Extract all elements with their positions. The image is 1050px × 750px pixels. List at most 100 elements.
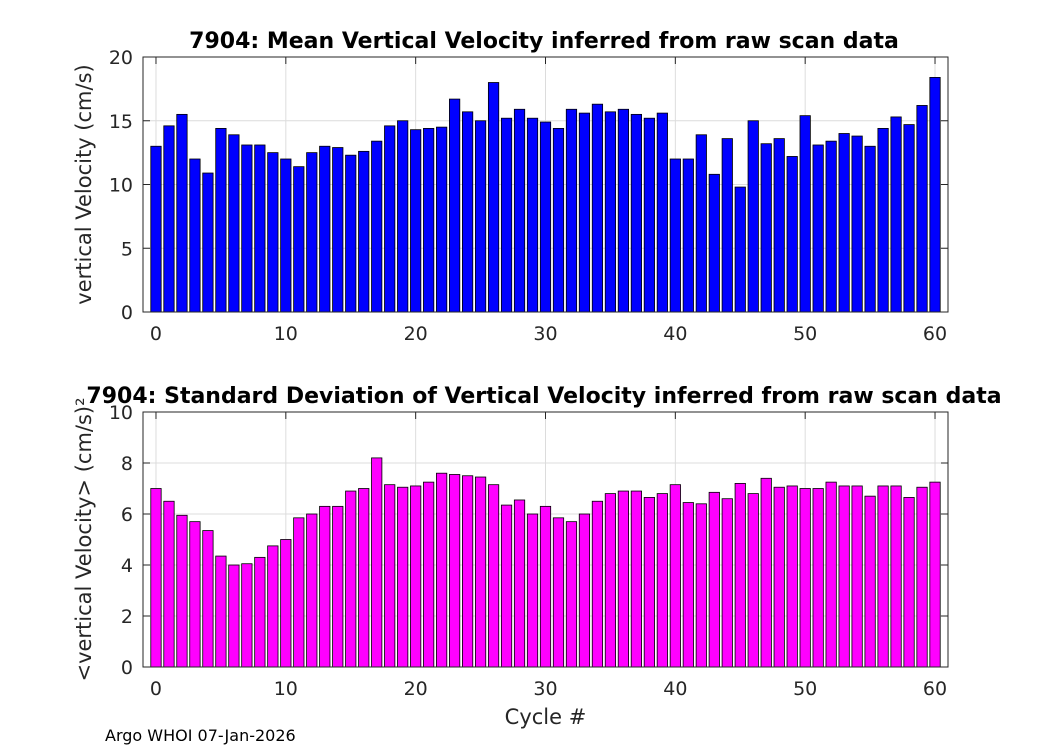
bar [487, 82, 500, 313]
bar [436, 126, 448, 313]
bar [241, 144, 253, 313]
x-tick-label: 30 [533, 323, 557, 345]
y-axis-label: vertical Velocity (cm/s) [72, 64, 96, 304]
bar [578, 112, 591, 313]
bar [695, 503, 707, 668]
bar [695, 134, 707, 313]
chart-title: 7904: Mean Vertical Velocity inferred fr… [189, 29, 899, 54]
bar [332, 147, 344, 313]
bar [565, 108, 578, 313]
y-tick-label: 5 [121, 238, 133, 260]
bar [254, 556, 266, 668]
bar [903, 124, 915, 313]
bar [656, 112, 668, 313]
y-tick-label: 4 [121, 555, 133, 577]
footer-label: Argo WHOI 07-Jan-2026 [105, 726, 296, 745]
axes-frame [142, 411, 949, 668]
bar [630, 490, 642, 668]
bar [604, 493, 617, 668]
bar [851, 485, 863, 668]
bar [682, 158, 694, 313]
bar [228, 564, 240, 668]
bar [280, 539, 292, 668]
y-tick-label: 15 [109, 111, 133, 133]
bar [747, 493, 759, 668]
bar [449, 474, 461, 668]
axes-frame [142, 56, 949, 313]
bar [929, 481, 941, 668]
bar [306, 152, 318, 313]
y-tick-label: 10 [109, 175, 133, 197]
bar [241, 563, 253, 668]
bar [773, 486, 785, 668]
bar [838, 133, 850, 313]
bar [215, 555, 227, 668]
bar [176, 514, 188, 668]
y-tick-label: 10 [109, 402, 133, 424]
bar [500, 117, 513, 313]
bar [462, 111, 474, 313]
bar [890, 485, 902, 668]
bar [449, 98, 461, 313]
bar [864, 145, 876, 313]
bar [812, 488, 824, 668]
bar [721, 498, 733, 668]
x-tick-label: 50 [793, 678, 817, 700]
x-tick-label: 30 [533, 678, 557, 700]
bar [747, 120, 759, 313]
bar [513, 108, 526, 313]
bar [202, 530, 214, 668]
bar [786, 485, 798, 668]
bar [669, 484, 681, 668]
bar [838, 485, 850, 668]
bar [189, 521, 201, 668]
bar [565, 521, 578, 668]
x-tick-label: 0 [150, 678, 162, 700]
bar [319, 145, 331, 313]
bar [267, 152, 279, 313]
bar [371, 457, 383, 668]
bar [345, 490, 357, 668]
bar [916, 105, 928, 313]
bar [319, 505, 331, 668]
bar [578, 513, 591, 668]
bar [890, 116, 902, 313]
bar [371, 140, 383, 313]
bar [410, 129, 422, 313]
bar [436, 472, 448, 668]
x-axis-label: Cycle # [505, 705, 587, 729]
bar [202, 172, 214, 313]
y-tick-label: 6 [121, 504, 133, 526]
bar [423, 127, 435, 313]
y-tick-label: 20 [109, 47, 133, 69]
bar [708, 491, 720, 668]
bar [851, 135, 863, 313]
bar [799, 488, 811, 668]
bar [397, 120, 409, 313]
bar [474, 120, 487, 313]
x-tick-label: 20 [404, 323, 428, 345]
x-tick-label: 10 [274, 323, 298, 345]
bar [150, 488, 162, 668]
x-tick-label: 60 [923, 323, 947, 345]
bar [474, 476, 487, 668]
bar [864, 495, 876, 668]
bar [682, 502, 694, 668]
bar [591, 103, 604, 313]
bar [526, 513, 539, 668]
bar [358, 488, 370, 668]
bar [487, 484, 500, 668]
x-tick-label: 60 [923, 678, 947, 700]
bar [591, 500, 604, 668]
y-tick-label: 2 [121, 606, 133, 628]
chart-title: 7904: Standard Deviation of Vertical Vel… [86, 384, 1001, 409]
bar [617, 108, 629, 313]
bar [877, 485, 889, 668]
bar [163, 500, 175, 668]
bar [630, 113, 642, 313]
x-tick-label: 10 [274, 678, 298, 700]
bar [462, 475, 474, 668]
std-velocity-panel: 0 2 4 6 8 10 0 10 20 30 40 50 60 7904: Standard Devia… [72, 384, 1002, 729]
bar [760, 477, 772, 668]
